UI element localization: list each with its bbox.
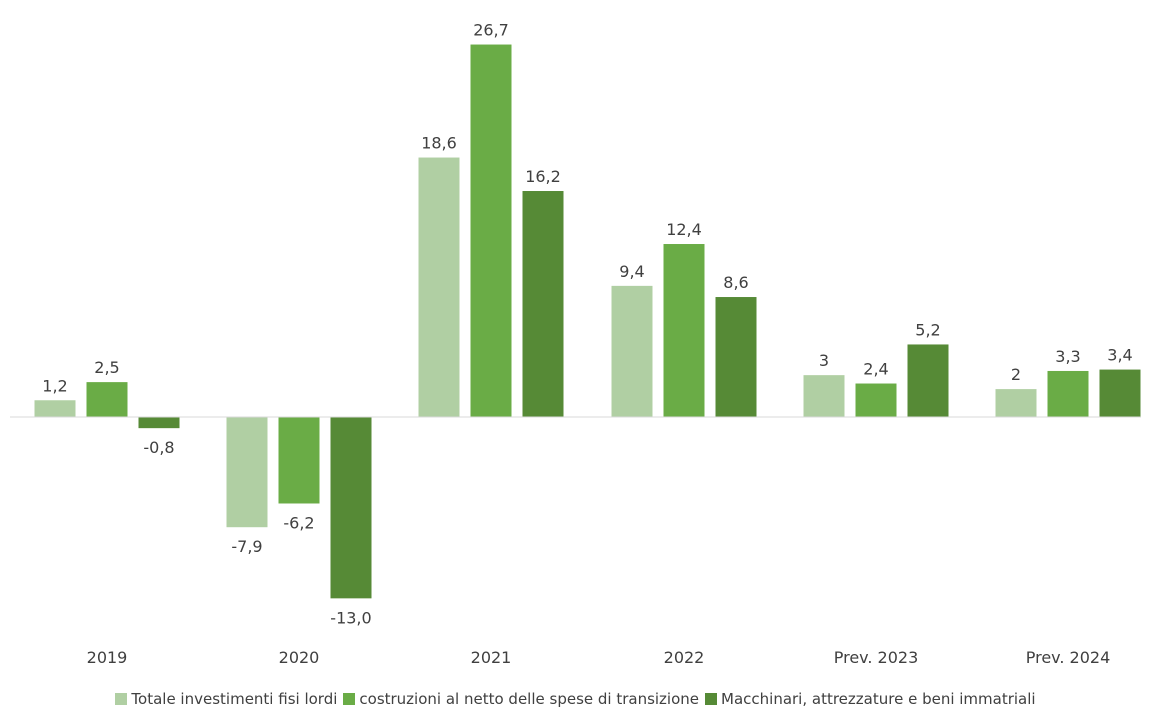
legend-label-series-3: Macchinari, attrezzature e beni immatria… [721, 690, 1036, 708]
bar-s1-2019 [34, 400, 76, 417]
data-label-s3-prev-2023: 5,2 [915, 320, 940, 339]
bar-s3-2021 [522, 191, 564, 417]
bar-s3-2020 [330, 417, 372, 599]
bar-s1-prev-2023 [803, 375, 845, 417]
data-label-s3-prev-2024: 3,4 [1107, 346, 1132, 365]
category-label-prev-2023: Prev. 2023 [834, 648, 919, 667]
bar-s1-2021 [418, 157, 460, 417]
data-label-s2-2020: -6,2 [283, 513, 314, 532]
bar-s3-2019 [138, 417, 180, 429]
data-label-s1-2021: 18,6 [421, 134, 457, 153]
bar-s2-2020 [278, 417, 320, 504]
legend-label-series-1: Totale investimenti fisi lordi [131, 690, 338, 708]
bar-s1-prev-2024 [995, 389, 1037, 417]
data-label-s2-2019: 2,5 [94, 358, 119, 377]
bar-s1-2022 [611, 285, 653, 417]
legend-swatch-series-2 [343, 693, 356, 705]
category-label-2022: 2022 [664, 648, 705, 667]
legend-item-series-3: Macchinari, attrezzature e beni immatria… [705, 690, 1036, 708]
data-label-s3-2022: 8,6 [723, 273, 748, 292]
legend: Totale investimenti fisi lordi costruzio… [0, 690, 1151, 708]
legend-item-series-2: costruzioni al netto delle spese di tran… [343, 690, 699, 708]
bar-s3-2022 [715, 297, 757, 417]
bars-group [34, 44, 1141, 599]
bar-s3-prev-2023 [907, 344, 949, 417]
data-labels-group: 1,2 -7,9 18,6 9,4 3 2 2,5 -6,2 26,7 12,4 2,4 3,3 -0,… [42, 21, 1132, 628]
legend-swatch-series-1 [115, 693, 128, 705]
legend-item-series-1: Totale investimenti fisi lordi [115, 690, 337, 708]
data-label-s1-prev-2024: 2 [1011, 365, 1021, 384]
data-label-s1-2020: -7,9 [231, 537, 262, 556]
data-label-s1-prev-2023: 3 [819, 351, 829, 370]
bar-s2-2019 [86, 382, 128, 417]
bar-s2-prev-2024 [1047, 370, 1089, 417]
data-label-s1-2022: 9,4 [619, 262, 644, 281]
data-label-s3-2019: -0,8 [143, 438, 174, 457]
category-label-prev-2024: Prev. 2024 [1026, 648, 1111, 667]
bar-s3-prev-2024 [1099, 369, 1141, 417]
category-labels-group: 2019 2020 2021 2022 Prev. 2023 Prev. 2024 [87, 648, 1111, 667]
data-label-s2-2021: 26,7 [473, 21, 509, 40]
bar-s2-2022 [663, 244, 705, 417]
data-label-s2-prev-2024: 3,3 [1055, 347, 1080, 366]
data-label-s3-2020: -13,0 [330, 608, 371, 627]
bar-s2-2021 [470, 44, 512, 417]
data-label-s2-prev-2023: 2,4 [863, 360, 888, 379]
bar-s2-prev-2023 [855, 383, 897, 417]
bar-s1-2020 [226, 417, 268, 528]
category-label-2019: 2019 [87, 648, 128, 667]
category-label-2020: 2020 [279, 648, 320, 667]
data-label-s2-2022: 12,4 [666, 220, 702, 239]
data-label-s3-2021: 16,2 [525, 167, 561, 186]
data-label-s1-2019: 1,2 [42, 376, 67, 395]
legend-label-series-2: costruzioni al netto delle spese di tran… [359, 690, 700, 708]
category-label-2021: 2021 [471, 648, 512, 667]
legend-swatch-series-3 [705, 693, 718, 705]
